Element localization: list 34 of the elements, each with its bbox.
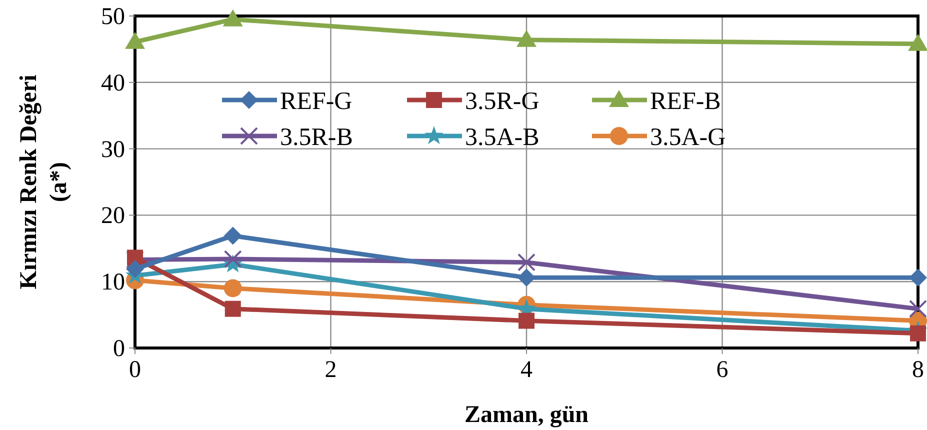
legend-label: 3.5A-G — [650, 124, 726, 151]
point — [518, 312, 534, 329]
point — [224, 300, 241, 317]
legend-label: REF-B — [650, 88, 721, 115]
point — [125, 32, 145, 49]
point — [224, 250, 242, 268]
y-tick-label: 0 — [113, 336, 125, 362]
point — [516, 30, 536, 47]
x-tick-label: 2 — [324, 357, 337, 383]
y-tick-label: 40 — [101, 70, 125, 96]
point — [126, 260, 144, 278]
point — [908, 34, 927, 51]
y-axis-title: Kırmızı Renk Değeri (a*) — [16, 74, 72, 290]
point — [224, 226, 242, 245]
point — [909, 300, 927, 318]
x-tick-label: 0 — [129, 357, 141, 383]
x-tick-label: 4 — [520, 357, 532, 383]
point — [909, 268, 927, 287]
point — [518, 268, 536, 287]
point — [518, 253, 536, 272]
point — [224, 279, 242, 298]
x-tick-label: 8 — [912, 357, 924, 383]
y-tick-label: 30 — [101, 136, 125, 163]
y-tick-label: 20 — [101, 203, 125, 230]
point — [222, 9, 243, 26]
legend-label: 3.5R-B — [280, 124, 353, 151]
y-tick-label: 10 — [101, 270, 125, 296]
legend-label: 3.5A-B — [465, 124, 540, 151]
x-axis-title: Zaman, gün — [464, 402, 589, 428]
y-tick-label: 50 — [101, 4, 125, 30]
legend-label: 3.5R-G — [465, 88, 540, 115]
x-tick-label: 6 — [716, 357, 728, 383]
point — [910, 325, 926, 342]
legend-label: REF-G — [280, 88, 352, 115]
